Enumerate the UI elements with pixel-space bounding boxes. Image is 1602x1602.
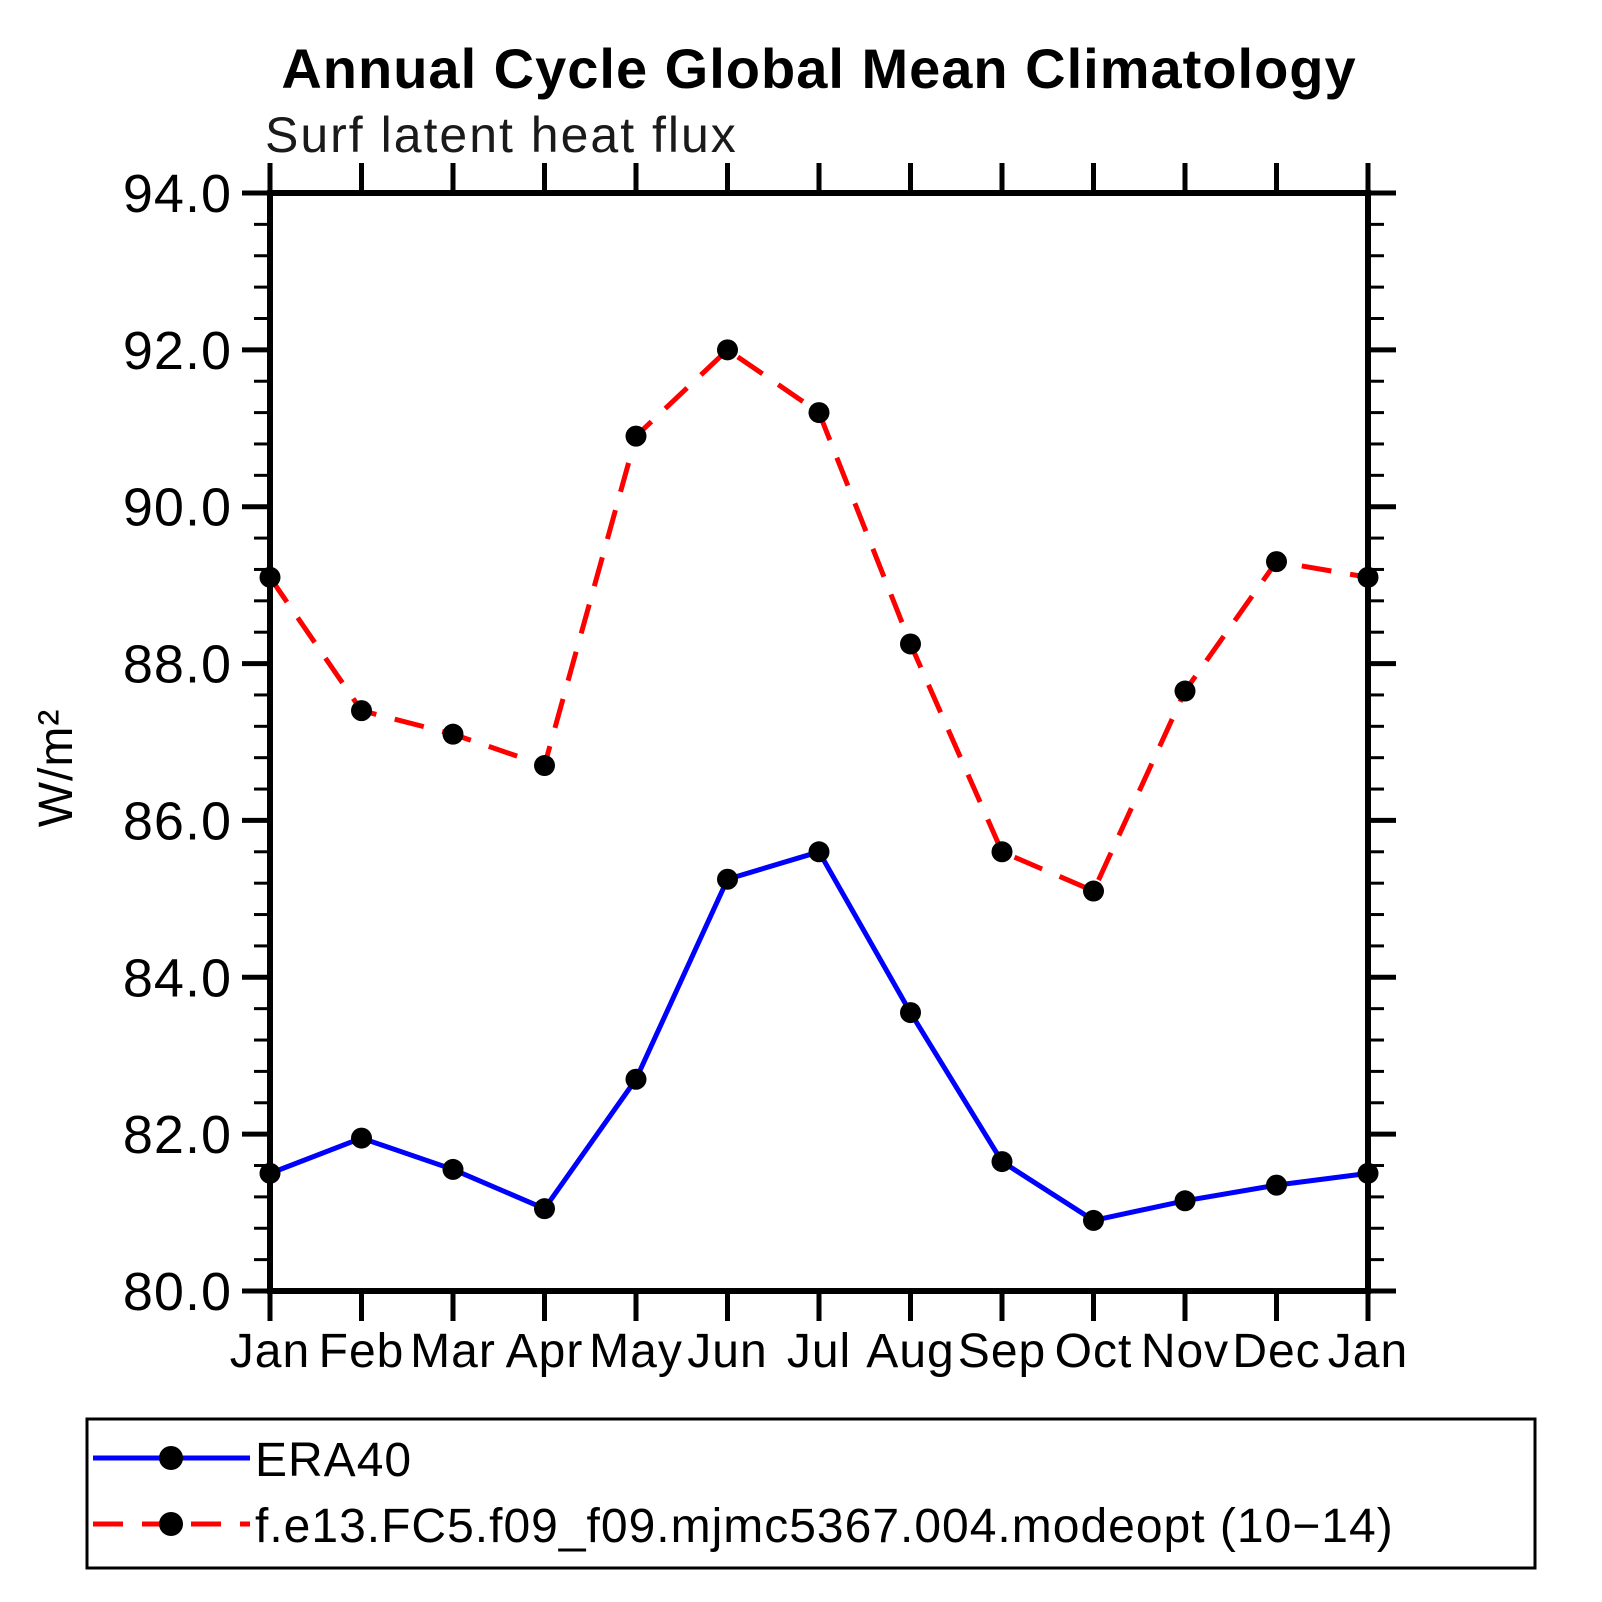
month-label: Jan bbox=[1328, 1325, 1408, 1378]
data-point bbox=[1357, 566, 1379, 588]
data-point bbox=[1174, 680, 1196, 702]
chart-subtitle: Surf latent heat flux bbox=[265, 107, 738, 163]
month-label: Apr bbox=[506, 1325, 584, 1378]
month-label: Aug bbox=[866, 1325, 954, 1378]
y-axis-label: W/m² bbox=[30, 709, 83, 828]
y-tick-label: 86.0 bbox=[123, 791, 232, 851]
data-point bbox=[900, 1002, 921, 1024]
data-point bbox=[534, 1198, 555, 1220]
data-point bbox=[1174, 1190, 1196, 1212]
data-point bbox=[1266, 1174, 1287, 1196]
y-tick-label: 90.0 bbox=[123, 478, 232, 538]
month-label: Sep bbox=[958, 1325, 1046, 1378]
data-point bbox=[991, 841, 1013, 863]
y-tick-label: 82.0 bbox=[123, 1105, 232, 1165]
legend-box bbox=[85, 1417, 1537, 1570]
month-label: Jan bbox=[230, 1325, 310, 1378]
data-point bbox=[534, 755, 555, 777]
legend-marker-era40 bbox=[159, 1446, 183, 1470]
axes: Jan Feb Mar Apr May Jun Jul Aug Sep Oct Nov Dec Jan8… bbox=[123, 163, 1408, 1378]
y-tick-label: 88.0 bbox=[123, 635, 232, 695]
legend-label-model: f.e13.FC5.f09_f09.mjmc5367.004.modeopt (… bbox=[255, 1500, 1394, 1553]
data-point bbox=[717, 868, 738, 890]
data-point bbox=[1083, 1209, 1104, 1231]
data-point bbox=[1266, 551, 1287, 573]
data-point bbox=[625, 1068, 647, 1090]
series-line-model bbox=[267, 347, 1369, 894]
data-point bbox=[259, 1162, 281, 1184]
legend: ERA40 f.e13.FC5.f09_f09.mjmc5367.004.mod… bbox=[85, 1417, 1537, 1570]
y-tick-label: 92.0 bbox=[123, 321, 232, 381]
data-point bbox=[1083, 880, 1104, 902]
legend-marker-model bbox=[159, 1512, 183, 1536]
data-point bbox=[351, 700, 372, 722]
data-point bbox=[1357, 1162, 1379, 1184]
y-tick-label: 80.0 bbox=[123, 1262, 232, 1322]
data-series bbox=[259, 339, 1379, 1231]
month-label: Oct bbox=[1055, 1325, 1133, 1378]
legend-label-era40: ERA40 bbox=[255, 1434, 412, 1487]
month-label: Mar bbox=[410, 1325, 496, 1378]
month-label: Feb bbox=[319, 1325, 405, 1378]
month-label: May bbox=[589, 1325, 683, 1378]
data-point bbox=[808, 402, 830, 424]
chart-title: Annual Cycle Global Mean Climatology bbox=[281, 37, 1356, 100]
plot-frame bbox=[267, 190, 1371, 1294]
data-point bbox=[900, 633, 921, 655]
month-label: Dec bbox=[1232, 1325, 1320, 1378]
month-label: Jun bbox=[687, 1325, 767, 1378]
data-point bbox=[442, 723, 464, 745]
data-point bbox=[991, 1151, 1013, 1173]
month-label: Jul bbox=[787, 1325, 851, 1378]
month-label: Nov bbox=[1141, 1325, 1229, 1378]
data-point bbox=[717, 339, 738, 361]
data-point bbox=[351, 1127, 372, 1149]
data-point bbox=[808, 841, 830, 863]
data-point bbox=[259, 566, 281, 588]
y-tick-label: 94.0 bbox=[123, 164, 232, 224]
data-point bbox=[625, 425, 647, 447]
y-tick-label: 84.0 bbox=[123, 948, 232, 1008]
series-line-era40 bbox=[269, 849, 1369, 1223]
data-point bbox=[442, 1158, 464, 1180]
